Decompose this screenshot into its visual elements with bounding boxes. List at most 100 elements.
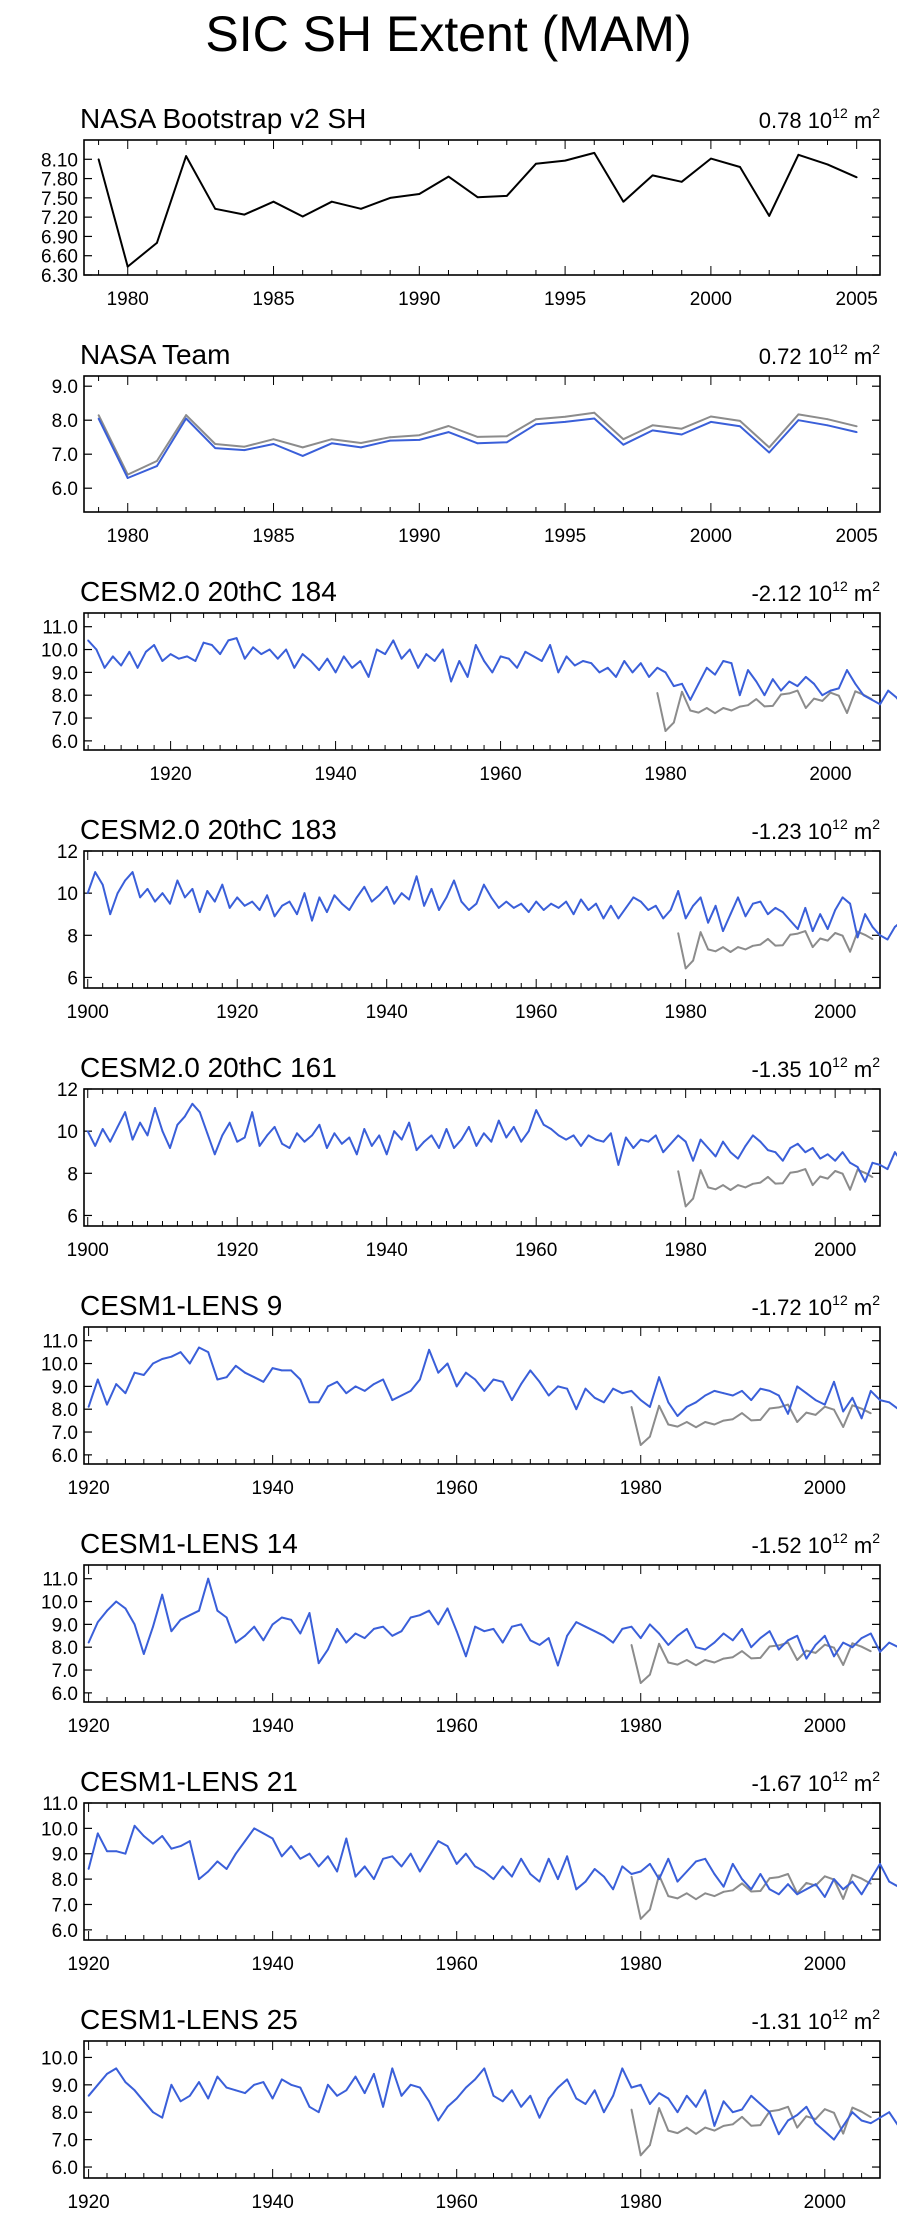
data-point: [879, 2116, 881, 2119]
data-point: [87, 1406, 90, 1408]
data-point: [695, 1426, 697, 1429]
y-tick-label: 9.0: [52, 1615, 78, 1636]
data-point: [146, 888, 149, 890]
data-point: [639, 1637, 642, 1639]
y-tick-label: 11.0: [42, 1794, 78, 1815]
data-point: [244, 1634, 246, 1637]
data-point: [345, 1392, 348, 1395]
data-point: [654, 1134, 657, 1137]
data-point: [871, 926, 874, 928]
data-point: [213, 1153, 216, 1156]
data-point: [538, 1880, 541, 1883]
data-point: [258, 1145, 261, 1147]
series-line-2: [86, 871, 897, 941]
data-point: [796, 1385, 799, 1388]
data-point: [741, 1650, 743, 1652]
series-line-1: [97, 151, 858, 268]
data-point: [826, 418, 829, 421]
data-point: [669, 1142, 672, 1145]
data-point: [796, 2114, 799, 2116]
data-point: [547, 1394, 550, 1397]
data-point: [354, 1632, 357, 1635]
data-point: [805, 2115, 808, 2118]
data-point: [780, 693, 782, 696]
data-point: [142, 1374, 145, 1376]
data-point: [437, 2119, 440, 2122]
data-point: [547, 2097, 550, 2100]
data-point: [713, 1661, 716, 1664]
data-point: [520, 1140, 523, 1143]
data-point: [879, 1399, 881, 1401]
data-point: [455, 1630, 458, 1633]
data-point: [483, 660, 485, 662]
data-point: [251, 900, 254, 903]
data-point: [841, 1172, 844, 1175]
data-point: [139, 1121, 142, 1124]
data-point: [156, 242, 158, 244]
data-point: [501, 1865, 504, 1868]
data-point: [170, 1355, 173, 1358]
data-point: [124, 2081, 127, 2084]
data-point: [813, 697, 815, 700]
data-point: [750, 1657, 753, 1660]
y-tick-label: 10.0: [41, 641, 78, 662]
data-point: [767, 1149, 769, 1151]
data-point: [823, 2130, 826, 2133]
data-point: [106, 1850, 108, 1853]
data-point: [833, 1408, 835, 1411]
data-point: [879, 1164, 881, 1166]
x-tick-label: 2000: [690, 289, 732, 310]
data-point: [842, 2132, 845, 2135]
data-point: [741, 1878, 743, 1880]
data-point: [722, 1184, 724, 1186]
data-point: [516, 666, 518, 669]
data-point: [333, 1132, 336, 1135]
data-point: [354, 1385, 357, 1388]
plot-frame: [83, 2040, 881, 2179]
data-point: [133, 1623, 136, 1626]
data-point: [474, 1865, 476, 1868]
data-point: [621, 1865, 624, 1868]
data-point: [385, 1153, 388, 1156]
data-point: [704, 2089, 707, 2092]
data-point: [672, 721, 675, 724]
data-point: [685, 1406, 688, 1408]
data-point: [755, 680, 758, 683]
data-point: [580, 898, 582, 901]
data-point: [639, 662, 642, 665]
data-point: [680, 427, 683, 430]
data-point: [447, 431, 450, 433]
data-point: [557, 1878, 559, 1880]
data-point: [695, 1664, 697, 1667]
data-point: [272, 438, 275, 441]
data-point: [677, 890, 680, 892]
data-point: [796, 685, 799, 687]
data-point: [564, 415, 566, 418]
data-point: [834, 932, 837, 934]
data-point: [161, 892, 164, 895]
chart-panel-1: NASA Bootstrap v2 SH 0.78 1012 m2 6.306.60…: [41, 103, 881, 310]
data-point: [236, 896, 239, 899]
data-point: [276, 657, 279, 660]
data-point: [741, 1628, 743, 1630]
data-point: [707, 948, 709, 951]
data-point: [759, 2103, 762, 2105]
data-point: [234, 1852, 237, 1855]
data-point: [789, 933, 792, 936]
data-point: [207, 1577, 210, 1580]
series-line-2: [87, 1824, 897, 1898]
data-point: [651, 429, 654, 432]
data-point: [722, 1632, 725, 1635]
data-point: [408, 898, 410, 901]
data-point: [280, 1369, 283, 1372]
data-point: [475, 1145, 478, 1147]
data-point: [869, 1650, 872, 1653]
data-point: [860, 1417, 863, 1420]
data-point: [354, 2075, 357, 2078]
data-point: [572, 913, 575, 916]
data-point: [419, 1614, 421, 1617]
data-point: [871, 1161, 874, 1164]
data-point: [272, 443, 275, 445]
data-point: [805, 1649, 808, 1652]
data-point: [888, 1641, 891, 1644]
